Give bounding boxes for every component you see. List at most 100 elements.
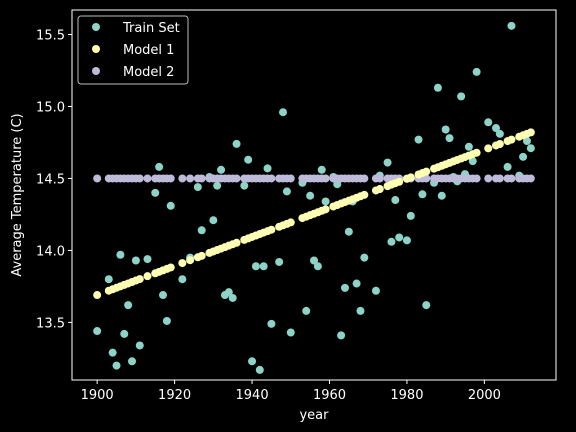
legend-frame [77, 15, 189, 85]
train-set-point [197, 226, 206, 235]
legend-label-model-1: Model 1 [123, 43, 174, 58]
train-set-point [333, 180, 342, 189]
train-set-point [406, 211, 415, 220]
model-1-point [422, 167, 431, 176]
train-set-point [116, 250, 125, 259]
train-set-point [422, 301, 431, 310]
train-set-point [484, 118, 493, 127]
train-set-point [244, 155, 253, 164]
train-set-point [526, 144, 535, 153]
legend-label-train-set: Train Set [122, 21, 180, 36]
model-1-point [143, 272, 152, 281]
y-axis-label: Average Temperature (C) [10, 113, 25, 276]
model-1-point [186, 256, 195, 265]
model-1-point [472, 148, 481, 157]
train-set-point [437, 191, 446, 200]
train-set-point [166, 201, 175, 210]
train-set-point [310, 256, 318, 265]
y-tick-label: 15.0 [36, 100, 65, 115]
train-set-point [124, 301, 133, 310]
train-set-point [178, 275, 187, 284]
x-tick-label: 1980 [390, 388, 423, 403]
model-1-point [286, 218, 295, 227]
x-tick-label: 1900 [81, 388, 114, 403]
train-set-point [224, 288, 233, 297]
train-set-point [402, 236, 411, 245]
legend-marker-model-1 [92, 45, 100, 53]
model-2-point [321, 174, 330, 183]
train-set-point [228, 293, 237, 302]
train-set-point [503, 162, 512, 171]
train-set-point [321, 197, 330, 206]
train-set-point [306, 191, 315, 200]
x-axis-label: year [299, 408, 329, 423]
model-2-point [178, 174, 187, 183]
plot-frame [71, 9, 557, 381]
axis-ticks: 1900 1920 1940 1960 1980 2000 13.5 14.0 14.5 15.0… [36, 28, 501, 403]
train-set-point [344, 227, 353, 236]
train-set-point [418, 190, 427, 199]
train-set-point [464, 142, 473, 151]
model-2-point [135, 174, 144, 183]
train-set-point [522, 137, 531, 146]
model-2-point [93, 174, 102, 183]
model-1-point [93, 291, 102, 300]
model-2-point [375, 174, 384, 183]
train-set-point [317, 165, 326, 174]
model-1-point [360, 190, 369, 199]
train-set-point [468, 157, 477, 166]
model-2-point [232, 174, 241, 183]
model-1-point [495, 139, 504, 148]
train-set-point [282, 187, 291, 196]
model-1-point [406, 173, 415, 182]
train-set-point [104, 275, 113, 284]
train-set-point [259, 262, 268, 271]
train-set-point [391, 196, 400, 205]
train-set-point [313, 262, 322, 271]
legend-marker-train-set [92, 23, 100, 31]
model-1-point [178, 259, 187, 268]
train-set-point [120, 329, 129, 338]
train-set-point [495, 129, 504, 138]
train-set-point [93, 327, 102, 336]
train-set-point [263, 164, 272, 173]
train-set-point [360, 253, 369, 262]
train-set-point [255, 365, 264, 374]
train-set-point [151, 188, 160, 197]
plot-points [93, 21, 535, 374]
train-set-point [387, 237, 396, 246]
legend-label-model-2: Model 2 [123, 65, 174, 80]
model-2-point [166, 174, 175, 183]
train-set-point [507, 21, 516, 30]
train-set-point [240, 181, 249, 190]
train-set-point [457, 92, 466, 101]
legend-marker-model-2 [92, 67, 100, 75]
train-set-point [162, 316, 171, 325]
train-set-point [232, 139, 241, 148]
train-set-point [112, 361, 121, 370]
model-2-point [526, 174, 535, 183]
train-set-point [337, 331, 346, 340]
y-tick-label: 14.5 [36, 172, 65, 187]
y-tick-label: 14.0 [36, 244, 65, 259]
train-set-point [445, 134, 454, 143]
x-tick-label: 2000 [468, 388, 501, 403]
train-set-point [248, 357, 257, 366]
train-set-point [286, 328, 295, 337]
y-tick-label: 13.5 [36, 316, 65, 331]
model-2-point [484, 174, 493, 183]
train-set-point [371, 286, 380, 295]
model-1-point [321, 205, 330, 214]
model-1-point [526, 128, 535, 137]
train-set-point [472, 67, 481, 76]
train-set-point [279, 108, 288, 117]
x-tick-label: 1920 [158, 388, 191, 403]
train-set-point [519, 152, 528, 161]
model-2-point [286, 174, 295, 183]
train-set-point [213, 181, 222, 190]
y-tick-label: 15.5 [36, 28, 65, 43]
train-set-point [383, 158, 392, 167]
train-set-point [352, 279, 361, 288]
train-set-point [356, 306, 365, 315]
